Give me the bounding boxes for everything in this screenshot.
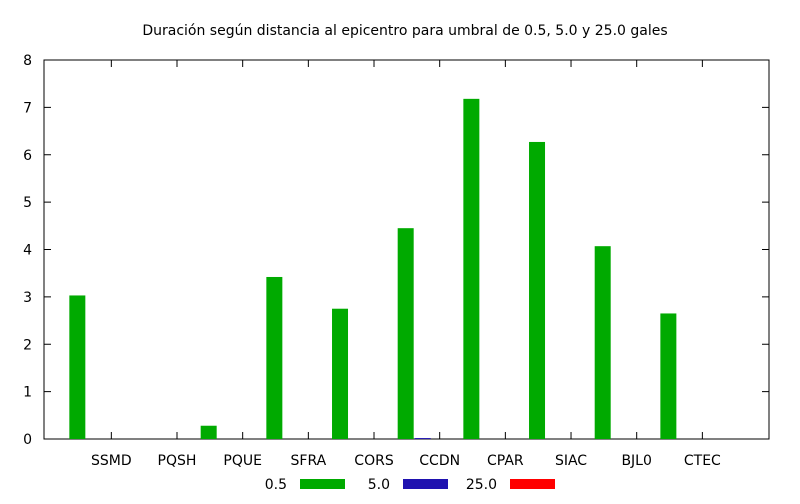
legend-label: 5.0 bbox=[368, 477, 390, 493]
y-axis-ticks: 0 1 2 3 4 5 6 7 8 bbox=[23, 53, 769, 448]
y-tick-label: 2 bbox=[23, 337, 32, 353]
bars bbox=[69, 98, 677, 440]
bar-0.5-SIAC bbox=[529, 141, 546, 440]
x-tick-label: CPAR bbox=[487, 453, 524, 469]
bar-0.5-CTEC bbox=[660, 313, 677, 439]
y-tick-label: 4 bbox=[23, 243, 32, 259]
y-tick-label: 7 bbox=[23, 100, 32, 116]
x-axis-ticks: SSMD PQSH PQUE SFRA CORS CCDN CPAR SIAC BJL0 CTEC bbox=[91, 60, 721, 469]
y-tick-label: 1 bbox=[23, 385, 32, 401]
bar-0.5-CCDN bbox=[397, 228, 414, 439]
x-tick-label: SSMD bbox=[91, 453, 132, 469]
x-tick-label: CTEC bbox=[684, 453, 721, 469]
y-tick-label: 5 bbox=[23, 195, 32, 211]
legend-label: 0.5 bbox=[265, 477, 287, 493]
legend-label: 25.0 bbox=[466, 477, 497, 493]
x-tick-label: PQSH bbox=[158, 453, 197, 469]
x-tick-label: CORS bbox=[354, 453, 394, 469]
bar-0.5-PQUE bbox=[200, 425, 217, 439]
x-tick-label: PQUE bbox=[223, 453, 262, 469]
x-tick-label: CCDN bbox=[419, 453, 460, 469]
x-tick-label: BJL0 bbox=[621, 453, 651, 469]
bar-5.0-CCDN bbox=[414, 438, 431, 440]
chart-title: Duración según distancia al epicentro pa… bbox=[142, 23, 667, 39]
x-tick-label: SFRA bbox=[291, 453, 327, 469]
legend-swatch bbox=[300, 479, 345, 489]
y-tick-label: 8 bbox=[23, 53, 32, 69]
legend: 0.5 5.0 25.0 bbox=[265, 477, 555, 493]
bar-0.5-CPAR bbox=[463, 98, 480, 439]
legend-swatch bbox=[510, 479, 555, 489]
legend-swatch bbox=[403, 479, 448, 489]
bar-0.5-BJL0 bbox=[594, 246, 611, 439]
y-tick-label: 0 bbox=[23, 432, 32, 448]
bar-0.5-CORS bbox=[332, 308, 349, 439]
y-tick-label: 3 bbox=[23, 290, 32, 306]
bar-0.5-SFRA bbox=[266, 276, 283, 439]
y-tick-label: 6 bbox=[23, 148, 32, 164]
x-tick-label: SIAC bbox=[555, 453, 587, 469]
bar-0.5-SSMD bbox=[69, 295, 86, 439]
